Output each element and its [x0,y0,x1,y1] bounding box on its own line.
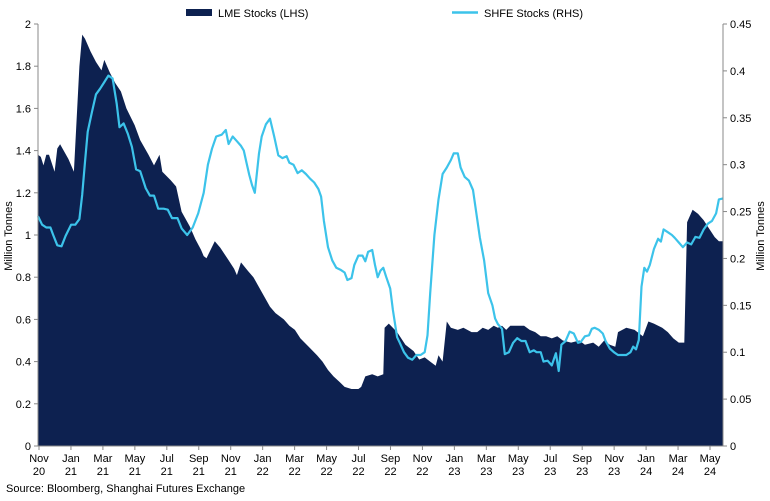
y-right-tick-label: 0.15 [730,300,751,312]
series-lme-area [38,34,723,446]
x-tick-label-year: 22 [257,466,269,478]
x-tick-label-year: 22 [352,466,364,478]
series-layer [37,34,724,446]
x-tick-label-year: 20 [33,466,45,478]
x-tick-label-month: Sep [189,453,209,465]
x-tick-label-year: 21 [129,466,141,478]
y-right-tick-label: 0.05 [730,394,751,406]
x-tick-label-month: Jan [254,453,272,465]
y-left-tick-label: 1 [25,230,31,242]
y-left-tick-label: 0 [25,441,31,453]
x-tick-label-month: Mar [669,453,688,465]
axes: 00.20.40.60.811.21.41.61.8200.050.10.150… [16,19,752,478]
x-tick-label-year: 23 [448,466,460,478]
x-tick-label-month: May [316,453,337,465]
x-tick-label-month: Mar [93,453,112,465]
x-tick-label-year: 21 [225,466,237,478]
x-tick-label-month: Mar [285,453,304,465]
x-tick-label-year: 24 [672,466,684,478]
x-tick-label-month: Jan [637,453,655,465]
x-tick-label-year: 21 [161,466,173,478]
y-right-tick-label: 0.1 [730,347,745,359]
y-left-tick-label: 1.2 [16,188,31,200]
x-tick-label-month: Jan [62,453,80,465]
x-tick-label-month: Jan [446,453,464,465]
x-tick-label-year: 22 [320,466,332,478]
y-axis-left-label: Million Tonnes [3,201,15,271]
x-tick-label-year: 21 [65,466,77,478]
series-shfe-line [37,74,724,373]
source-note: Source: Bloomberg, Shanghai Futures Exch… [6,483,246,495]
x-tick-label-month: Jul [351,453,365,465]
x-tick-label-year: 23 [576,466,588,478]
y-left-tick-label: 1.4 [16,146,31,158]
x-tick-label-month: Sep [381,453,401,465]
y-right-tick-label: 0.2 [730,253,745,265]
legend-label-shfe: SHFE Stocks (RHS) [484,8,583,20]
x-tick-label-year: 23 [512,466,524,478]
x-tick-label-year: 22 [384,466,396,478]
x-tick-label-year: 22 [416,466,428,478]
x-tick-label-month: Jul [543,453,557,465]
x-tick-label-year: 23 [480,466,492,478]
x-tick-label-month: Nov [413,453,433,465]
x-tick-label-year: 22 [288,466,300,478]
y-right-tick-label: 0.3 [730,160,745,172]
x-tick-label-month: Nov [604,453,624,465]
x-tick-label-year: 24 [640,466,652,478]
y-left-tick-label: 0.2 [16,399,31,411]
x-tick-label-year: 21 [193,466,205,478]
x-tick-label-month: Sep [572,453,592,465]
x-tick-label-year: 23 [608,466,620,478]
x-tick-label-month: Mar [477,453,496,465]
y-left-tick-label: 1.8 [16,61,31,73]
y-right-tick-label: 0.45 [730,19,751,31]
x-tick-label-month: Nov [29,453,49,465]
legend-label-lme: LME Stocks (LHS) [218,8,308,20]
y-left-tick-label: 2 [25,19,31,31]
x-tick-label-month: May [700,453,721,465]
y-left-tick-label: 0.8 [16,272,31,284]
y-left-tick-label: 1.6 [16,103,31,115]
y-right-tick-label: 0.25 [730,207,751,219]
y-axis-right-label: Million Tonnes [755,201,767,271]
y-right-tick-label: 0 [730,441,736,453]
y-left-tick-label: 0.4 [16,357,31,369]
x-tick-label-month: Nov [221,453,241,465]
y-right-tick-label: 0.4 [730,66,745,78]
x-tick-label-year: 21 [97,466,109,478]
x-tick-label-month: May [124,453,145,465]
x-tick-label-year: 24 [704,466,716,478]
legend: LME Stocks (LHS) SHFE Stocks (RHS) [186,8,583,20]
y-right-tick-label: 0.35 [730,113,751,125]
y-left-tick-label: 0.6 [16,314,31,326]
x-tick-label-month: Jul [160,453,174,465]
legend-swatch-lme [186,9,212,16]
x-tick-label-year: 23 [544,466,556,478]
x-tick-label-month: May [508,453,529,465]
